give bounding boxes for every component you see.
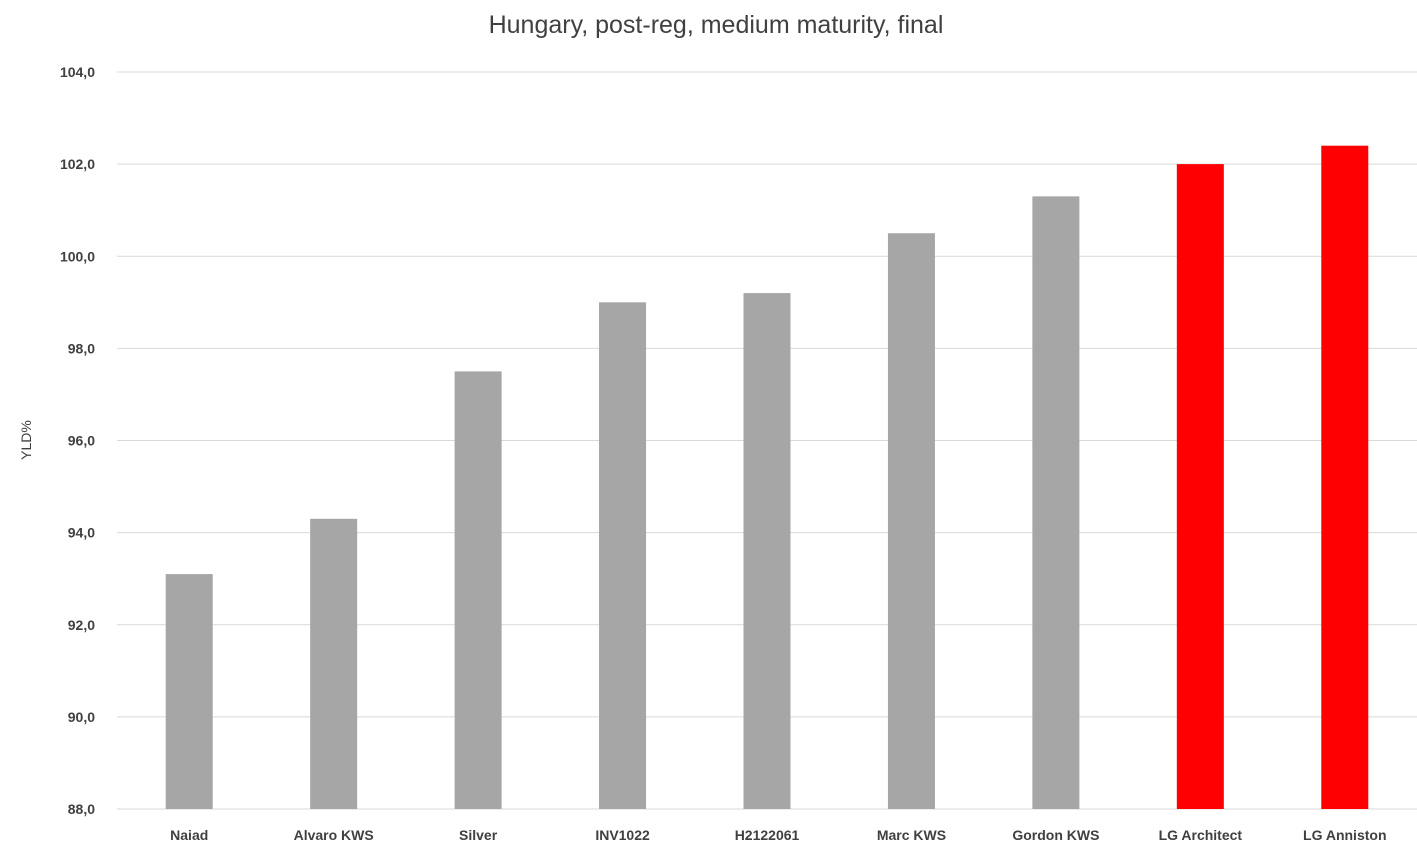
x-category-label: Alvaro KWS bbox=[294, 827, 374, 843]
x-category-label: Gordon KWS bbox=[1012, 827, 1099, 843]
bar-alvaro-kws bbox=[310, 518, 358, 809]
y-tick-label: 98,0 bbox=[68, 340, 95, 356]
y-tick-label: 92,0 bbox=[68, 617, 95, 633]
bar-gordon-kws bbox=[1032, 196, 1080, 809]
bar-silver bbox=[454, 371, 502, 809]
bar-lg-anniston bbox=[1321, 145, 1369, 809]
y-tick-label: 96,0 bbox=[68, 433, 95, 449]
y-tick-label: 88,0 bbox=[68, 801, 95, 817]
y-axis-ticks: 88,0 90,0 92,0 94,0 96,0 98,0 100,0 102,0 104,0 bbox=[60, 64, 95, 817]
bar-lg-architect bbox=[1176, 164, 1224, 809]
bar-h2122061 bbox=[743, 293, 791, 810]
chart-title: Hungary, post-reg, medium maturity, fina… bbox=[489, 11, 944, 39]
bars bbox=[165, 145, 1369, 810]
y-tick-label: 104,0 bbox=[60, 64, 95, 80]
x-category-label: Naiad bbox=[170, 827, 208, 843]
x-axis-categories: Naiad Alvaro KWS Silver INV1022 H2122061 Marc… bbox=[170, 827, 1386, 843]
x-category-label: INV1022 bbox=[595, 827, 650, 843]
bar-marc-kws bbox=[887, 233, 935, 809]
y-tick-label: 100,0 bbox=[60, 248, 95, 264]
x-category-label: Silver bbox=[459, 827, 498, 843]
bar-inv1022 bbox=[599, 302, 647, 809]
x-category-label: LG Anniston bbox=[1303, 827, 1386, 843]
x-category-label: H2122061 bbox=[735, 827, 800, 843]
y-axis-label: YLD% bbox=[18, 420, 34, 460]
x-category-label: LG Architect bbox=[1159, 827, 1243, 843]
bar-naiad bbox=[165, 574, 213, 809]
y-tick-label: 94,0 bbox=[68, 525, 95, 541]
y-tick-label: 102,0 bbox=[60, 156, 95, 172]
y-tick-label: 90,0 bbox=[68, 709, 95, 725]
x-category-label: Marc KWS bbox=[877, 827, 946, 843]
